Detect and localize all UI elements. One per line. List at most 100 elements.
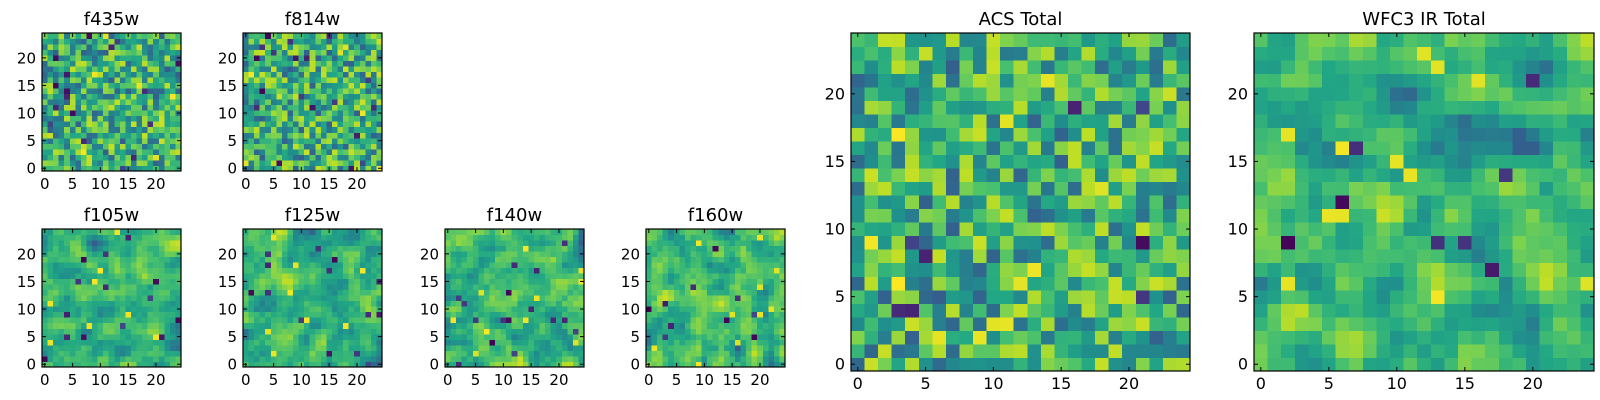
heatmap-cell <box>114 333 121 340</box>
heatmap-cell <box>254 262 261 269</box>
heatmap-cell <box>679 361 686 368</box>
heatmap-cell <box>293 350 299 357</box>
heatmap-cell <box>1027 289 1042 304</box>
heatmap-cell <box>483 328 490 335</box>
heatmap-cell <box>248 88 255 95</box>
heatmap-cell <box>707 300 714 307</box>
heatmap-cell <box>130 110 137 117</box>
heatmap-cell <box>729 355 736 362</box>
heatmap-cell <box>92 289 98 296</box>
heatmap-cell <box>281 245 288 252</box>
heatmap-cell <box>175 256 182 263</box>
heatmap-cell <box>1040 235 1055 250</box>
heatmap-cell <box>130 148 137 155</box>
heatmap-cell <box>58 82 65 89</box>
heatmap-cell <box>254 306 261 313</box>
heatmap-cell <box>243 262 249 269</box>
heatmap-cell <box>103 251 110 257</box>
heatmap-cell <box>370 132 377 139</box>
heatmap-cell <box>265 110 272 117</box>
heatmap-cell <box>734 344 741 351</box>
heatmap-cell <box>58 350 65 357</box>
heatmap-cell <box>1267 168 1282 183</box>
heatmap-cell <box>248 55 255 61</box>
heatmap-cell <box>779 339 786 346</box>
heatmap-cell <box>108 143 115 150</box>
heatmap-cell <box>646 311 652 318</box>
heatmap-cell <box>354 44 361 50</box>
heatmap-cell <box>147 154 154 161</box>
heatmap-cell <box>343 159 350 166</box>
heatmap-cell <box>337 350 344 357</box>
heatmap-cell <box>1027 87 1042 101</box>
heatmap-cell <box>959 316 974 331</box>
heatmap-cell <box>918 357 933 372</box>
heatmap-cell <box>1376 235 1391 250</box>
heatmap-cell <box>1254 222 1268 237</box>
heatmap-cell <box>684 322 691 329</box>
heatmap-cell <box>567 344 574 351</box>
heatmap-cell <box>348 300 355 307</box>
heatmap-cell <box>326 251 333 257</box>
heatmap-cell <box>768 333 775 340</box>
heatmap-cell <box>851 208 865 223</box>
heatmap-cell <box>276 126 283 133</box>
heatmap-cell <box>1512 316 1527 331</box>
heatmap-cell <box>175 311 182 318</box>
heatmap-cell <box>281 77 288 84</box>
heatmap-cell <box>114 295 121 302</box>
heatmap-cell <box>533 289 540 296</box>
x-tick-label: 5 <box>672 371 682 389</box>
heatmap-cell <box>64 245 71 252</box>
heatmap-cell <box>1417 222 1432 237</box>
heatmap-cell <box>1485 357 1500 372</box>
heatmap-cell <box>175 44 182 50</box>
heatmap-cell <box>326 60 333 67</box>
heatmap-cell <box>511 350 518 357</box>
heatmap-cell <box>757 289 764 296</box>
heatmap-cell <box>1108 276 1123 291</box>
heatmap-cell <box>359 355 366 362</box>
heatmap-cell <box>1135 208 1150 223</box>
heatmap-cell <box>1471 181 1486 196</box>
heatmap-cell <box>164 110 171 117</box>
heatmap-cell <box>359 284 366 291</box>
heatmap-cell <box>47 311 54 318</box>
heatmap-cell <box>550 333 557 340</box>
heatmap-cell <box>561 245 568 252</box>
heatmap-cell <box>169 361 176 368</box>
heatmap-cell <box>259 295 266 302</box>
heatmap-cell <box>365 115 372 122</box>
heatmap-cell <box>973 289 987 304</box>
heatmap-cell <box>276 295 283 302</box>
x-tick-label: 10 <box>292 371 311 389</box>
heatmap-cell <box>136 60 143 67</box>
heatmap-cell <box>522 300 529 307</box>
heatmap-cell <box>539 240 546 246</box>
heatmap-cell <box>169 104 176 111</box>
heatmap-cell <box>320 256 327 263</box>
heatmap-cell <box>1267 154 1282 169</box>
heatmap-cell <box>539 300 546 307</box>
heatmap-cell <box>270 115 277 122</box>
heatmap-cell <box>315 93 322 100</box>
heatmap-cell <box>331 154 338 161</box>
heatmap-cell <box>359 88 366 95</box>
heatmap-cell <box>130 71 137 78</box>
heatmap-cell <box>175 60 182 67</box>
heatmap-cell <box>1122 127 1137 142</box>
heatmap-cell <box>851 249 865 264</box>
x-tick-label: 20 <box>146 371 165 389</box>
heatmap-cell <box>75 278 82 285</box>
heatmap-cell <box>668 317 675 324</box>
heatmap-cell <box>158 55 165 61</box>
heatmap-cell <box>337 38 344 45</box>
heatmap-cell <box>359 38 366 45</box>
heatmap-cell <box>851 100 865 115</box>
heatmap-cell <box>69 295 76 302</box>
heatmap-cell <box>495 333 501 340</box>
heatmap-cell <box>243 267 249 274</box>
heatmap-cell <box>343 55 350 61</box>
heatmap-cell <box>1335 222 1350 237</box>
heatmap-cell <box>265 137 272 144</box>
